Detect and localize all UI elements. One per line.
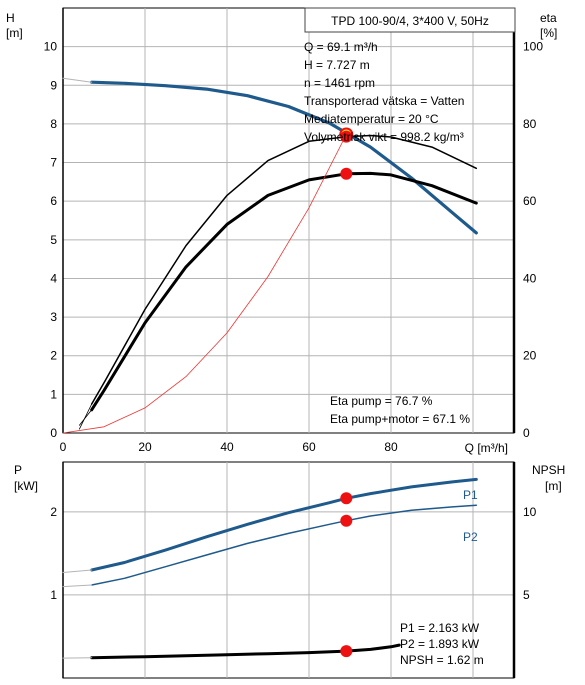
npsh-axis-unit: [m] <box>545 479 562 493</box>
y-tick-left: 9 <box>50 78 57 92</box>
eta-pump-motor-extension-curve <box>79 409 93 426</box>
bottom-gridlines <box>62 462 516 678</box>
head-extension-curve <box>62 77 93 83</box>
info-line-liquid: Transporterad vätska = Vatten <box>304 94 464 108</box>
head-curve <box>90 80 478 235</box>
y-tick-right: 0 <box>523 426 530 440</box>
p2-extension-curve <box>62 584 93 588</box>
operating-point-marker <box>340 645 353 658</box>
y-tick-left: 0 <box>50 426 57 440</box>
system-curve-curve <box>62 134 347 434</box>
top-gridlines <box>62 8 516 433</box>
y-tick-left: 1 <box>50 387 57 401</box>
x-tick: 80 <box>384 440 398 454</box>
y-tick-right: 80 <box>523 117 537 131</box>
y-tick-right: 10 <box>523 505 537 519</box>
info-p1: P1 = 2.163 kW <box>400 621 480 635</box>
bottom-plot-frame <box>62 461 515 679</box>
power-info: P1 = 2.163 kW P2 = 1.893 kW NPSH = 1.62 … <box>400 621 484 667</box>
top-curves <box>62 77 478 434</box>
y-tick-left: 10 <box>44 40 58 54</box>
operating-info: Q = 69.1 m³/h H = 7.727 m n = 1461 rpm T… <box>304 40 464 144</box>
operating-point-marker <box>340 130 353 143</box>
y-axis-right-unit: [%] <box>540 26 557 40</box>
y-axis-left-label: H <box>6 11 15 25</box>
top-plot-frame <box>62 7 515 434</box>
p1-curve <box>90 477 478 572</box>
power-axis-unit: [kW] <box>14 479 38 493</box>
operating-point-marker <box>340 514 353 527</box>
info-line-density: Volymetrisk vikt = 998.2 kg/m³ <box>304 130 464 144</box>
bottom-tick-labels: 1 2 5 10 <box>50 505 536 602</box>
y-tick-left: 4 <box>50 271 57 285</box>
y-axis-right-label: eta <box>540 11 557 25</box>
power-npsh-panel: 1 2 5 10 P [kW] NPSH [m] P1 P2 P1 = 2.163 k… <box>14 461 565 679</box>
y-tick-right: 5 <box>523 588 530 602</box>
top-operating-points <box>339 127 354 180</box>
info-npsh: NPSH = 1.62 m <box>400 653 484 667</box>
x-tick: 20 <box>138 440 152 454</box>
p1-extension-curve <box>62 569 93 573</box>
x-tick: 40 <box>220 440 234 454</box>
y-tick-left: 6 <box>50 194 57 208</box>
x-axis-label: Q [m³/h] <box>465 441 508 455</box>
info-line-speed: n = 1461 rpm <box>304 76 375 90</box>
eta-pump-label: Eta pump = 76.7 % <box>330 394 433 408</box>
y-tick-left: 2 <box>50 505 57 519</box>
p2-curve <box>90 504 478 586</box>
info-p2: P2 = 1.893 kW <box>400 637 480 651</box>
y-tick-left: 2 <box>50 349 57 363</box>
y-tick-left: 3 <box>50 310 57 324</box>
y-tick-right: 60 <box>523 194 537 208</box>
eta-pump-motor-label: Eta pump+motor = 67.1 % <box>330 412 470 426</box>
power-axis-label: P <box>14 463 22 477</box>
operating-point-marker <box>340 167 353 180</box>
y-tick-right: 100 <box>523 40 543 54</box>
info-line-temperature: Mediatemperatur = 20 °C <box>304 112 439 126</box>
eta-pump-curve <box>90 134 478 405</box>
y-tick-right: 20 <box>523 349 537 363</box>
x-tick: 0 <box>60 440 67 454</box>
y-axis-left-unit: [m] <box>6 26 23 40</box>
p1-series-label: P1 <box>463 488 478 502</box>
y-tick-left: 8 <box>50 117 57 131</box>
y-tick-left: 1 <box>50 588 57 602</box>
chart-title: TPD 100-90/4, 3*400 V, 50Hz <box>331 14 489 28</box>
bottom-curves <box>62 477 478 660</box>
npsh-curve <box>90 643 401 660</box>
operating-point-marker <box>340 492 353 505</box>
info-line-flow: Q = 69.1 m³/h <box>304 40 378 54</box>
p2-series-label: P2 <box>463 530 478 544</box>
x-tick: 60 <box>302 440 316 454</box>
eta-pump-motor-curve <box>90 171 478 412</box>
info-line-head: H = 7.727 m <box>304 58 370 72</box>
y-tick-left: 5 <box>50 233 57 247</box>
chart-title-box <box>304 7 516 33</box>
y-tick-left: 7 <box>50 156 57 170</box>
y-tick-right: 40 <box>523 271 537 285</box>
eta-pump-extension-curve <box>79 403 93 430</box>
bottom-operating-points <box>340 492 353 658</box>
npsh-axis-label: NPSH <box>532 463 565 477</box>
